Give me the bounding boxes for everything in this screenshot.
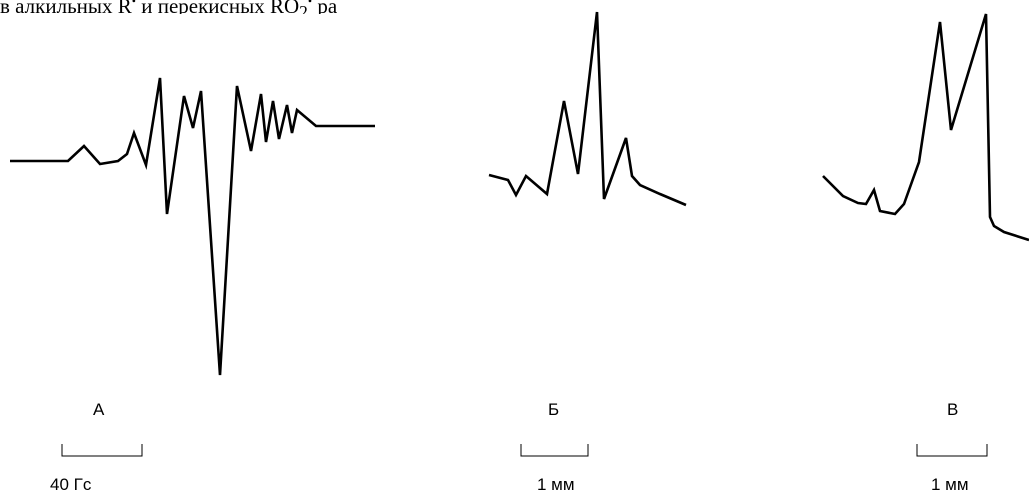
panel-v-letter: В	[947, 400, 958, 419]
panel-v: В 1 мм	[822, 13, 1029, 494]
panel-b: Б 1 мм	[488, 11, 687, 494]
caption-text-after: ра	[312, 0, 338, 14]
scale-label-b: 1 мм	[537, 475, 575, 494]
scale-label-a: 40 Гс	[50, 475, 92, 494]
scale-bar-v	[916, 444, 988, 457]
caption-text-middle: и перекисных RO	[135, 0, 300, 14]
scale-bar-b	[520, 444, 589, 457]
spectrum-b-trace	[488, 11, 687, 207]
spectrum-a-trace	[10, 77, 375, 376]
caption-subscript: 2	[299, 2, 308, 14]
scale-label-v: 1 мм	[931, 475, 969, 494]
caption-text-before: в алкильных R	[0, 0, 132, 14]
panel-a-letter: А	[93, 400, 105, 419]
figure-caption: в алкильных R• и перекисных RO2• ра	[0, 0, 700, 14]
scale-bar-a	[61, 444, 143, 457]
panel-a: А 40 Гс	[10, 77, 375, 494]
caption-radical-dot-1: •	[131, 0, 136, 8]
spectrum-v-trace	[822, 13, 1029, 242]
panel-b-letter: Б	[548, 400, 559, 419]
caption-radical-dot-2: •	[307, 0, 313, 8]
